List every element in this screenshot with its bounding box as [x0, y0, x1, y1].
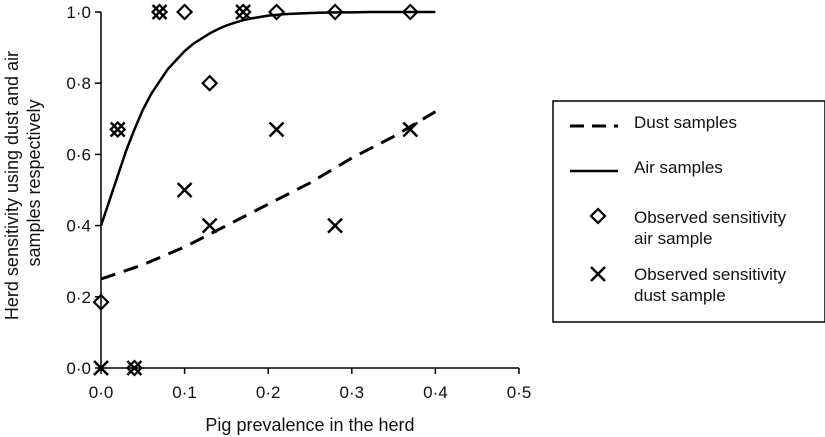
x-tick-label: 0·2: [256, 383, 281, 402]
y-tick-label: 0·2: [66, 288, 91, 307]
air-observation-point: [109, 120, 127, 139]
legend-observed-air-line-1: Observed sensitivity: [634, 208, 787, 227]
dust-observation-point: [151, 4, 168, 20]
y-tick-label: 0·6: [66, 145, 91, 164]
legend-observed-dust-line-2: dust sample: [634, 286, 726, 305]
dust-observation-point: [235, 4, 252, 20]
dust-observation-point: [402, 121, 419, 138]
y-tick-label: 0·0: [66, 359, 91, 378]
dust-observation-point: [201, 217, 218, 234]
air-observation-point: [125, 359, 143, 377]
x-tick-label: 0·1: [172, 383, 197, 402]
legend-air-label: Air samples: [634, 158, 723, 177]
legend-box: [552, 100, 825, 323]
y-axis-title-line-1: Herd sensitivity using dust and air: [2, 51, 22, 320]
y-axis-title-line-2: samples respectively: [24, 99, 44, 266]
x-tick-label: 0·4: [423, 383, 448, 402]
legend-observed-dust-label: Observed sensitivity dust sample: [634, 265, 791, 305]
y-tick-label: 1·0: [66, 3, 91, 22]
y-axis-title: Herd sensitivity using dust and air samp…: [2, 46, 44, 320]
air-observation-point: [401, 3, 419, 21]
x-tick-label: 0·0: [89, 383, 114, 402]
dust-observation-point: [109, 121, 126, 138]
air-observation-point: [150, 3, 169, 21]
air-samples-line: [99, 10, 436, 226]
air-observation-point: [234, 3, 252, 21]
x-axis-title: Pig prevalence in the herd: [205, 415, 414, 435]
dust-observation-point: [327, 217, 343, 234]
legend-observed-air-label: Observed sensitivity air sample: [634, 208, 791, 248]
x-tick-label: 0·3: [340, 383, 365, 402]
legend-observed-air-line-2: air sample: [634, 229, 712, 248]
y-tick-label: 0·4: [66, 217, 91, 236]
air-observation-point: [326, 3, 344, 21]
dust-samples-line: [100, 110, 437, 281]
legend: Dust samples Air samples Observed sensit…: [552, 100, 825, 323]
legend-observed-dust-line-1: Observed sensitivity: [634, 265, 787, 284]
x-tick-label: 0·5: [507, 383, 532, 402]
air-observation-point: [176, 3, 194, 21]
legend-cross-icon: [590, 266, 606, 282]
legend-dust-label: Dust samples: [634, 113, 737, 132]
y-tick-label: 0·8: [66, 74, 91, 93]
dust-observation-point: [268, 121, 285, 138]
air-observation-point: [201, 74, 219, 92]
legend-diamond-icon: [589, 207, 607, 225]
air-observation-point: [268, 3, 286, 21]
dust-observation-point: [176, 182, 193, 198]
